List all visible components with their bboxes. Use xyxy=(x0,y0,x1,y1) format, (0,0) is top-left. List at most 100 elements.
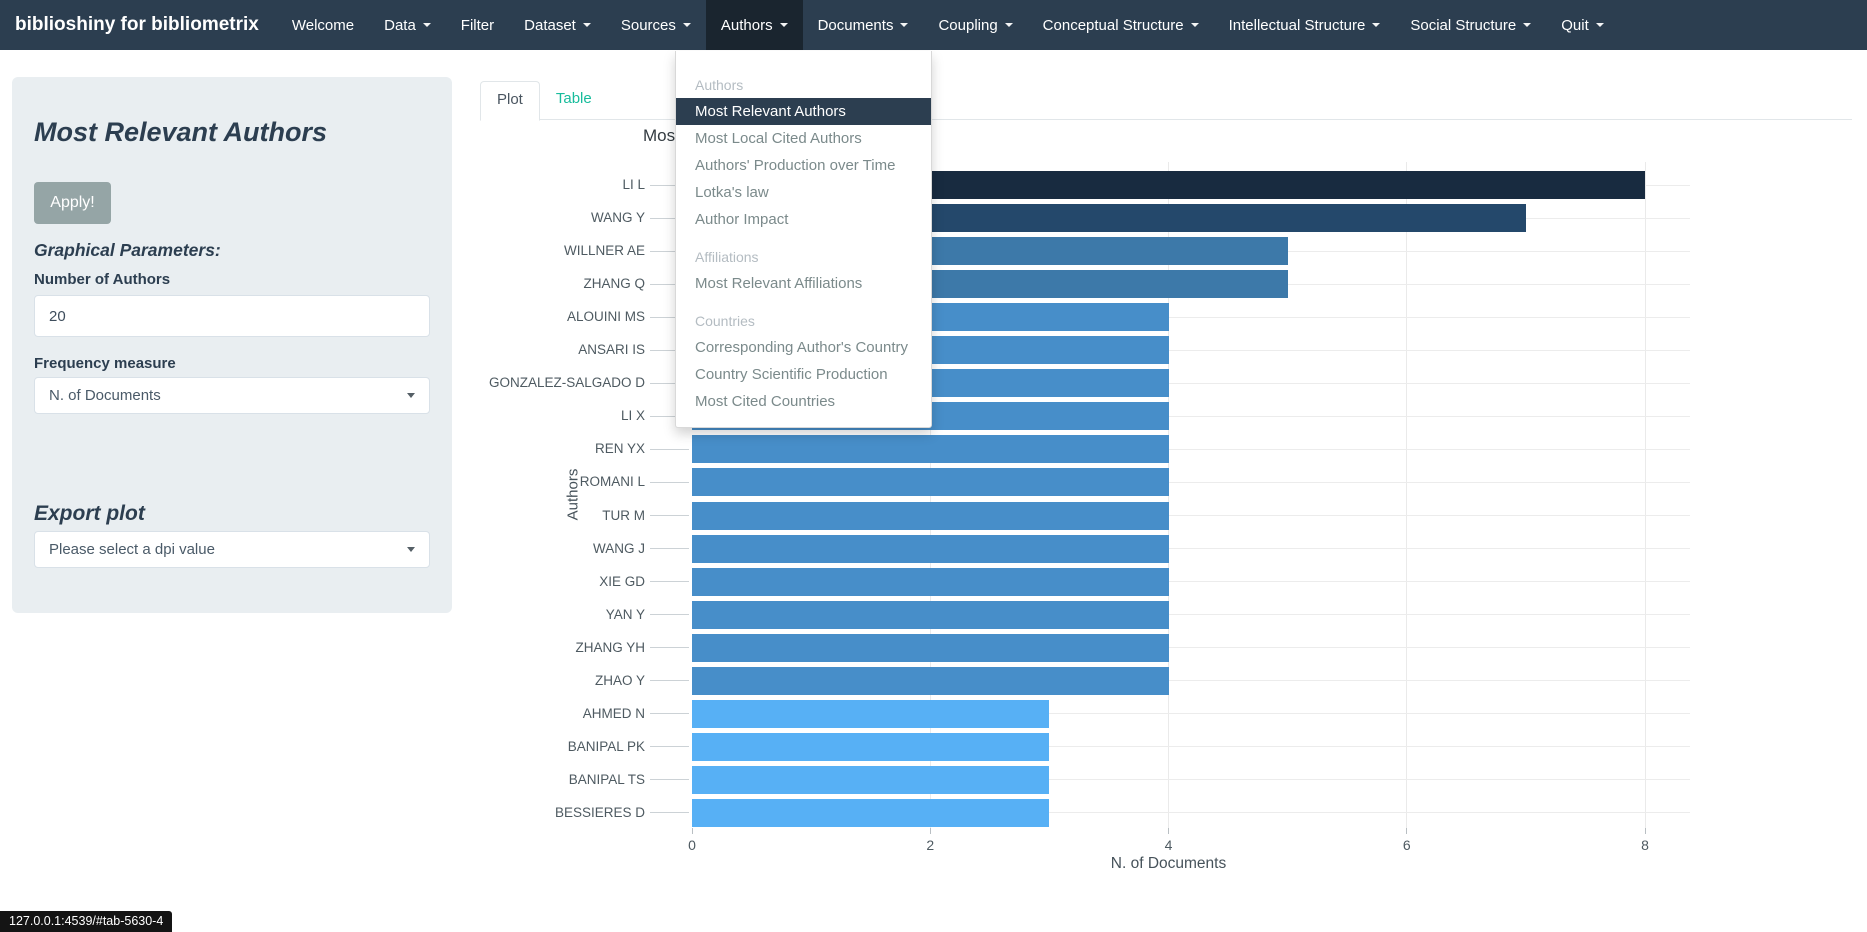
app-brand: biblioshiny for bibliometrix xyxy=(15,14,259,35)
nav-item-intellectual-structure[interactable]: Intellectual Structure xyxy=(1214,0,1396,50)
caret-down-icon xyxy=(779,23,788,27)
category-label: XIE GD xyxy=(599,573,645,589)
nav-item-authors[interactable]: Authors xyxy=(705,0,803,50)
nav-item-quit[interactable]: Quit xyxy=(1546,0,1619,50)
category-label: BANIPAL PK xyxy=(567,738,645,754)
nav-item-dataset[interactable]: Dataset xyxy=(509,0,606,50)
gridline-horizontal xyxy=(692,581,1690,583)
chevron-down-icon xyxy=(407,547,415,552)
tab-bar: Plot Table xyxy=(480,81,1852,121)
nav-item-label: Coupling xyxy=(938,16,998,34)
navbar: biblioshiny for bibliometrix Welcome Data… xyxy=(0,0,1867,50)
caret-down-icon xyxy=(1004,23,1013,27)
y-tick-line xyxy=(650,680,689,682)
dropdown-header-authors: Authors xyxy=(695,77,744,93)
frequency-measure-select[interactable]: N. of Documents xyxy=(34,377,430,414)
dropdown-item-corresponding-author-s-country[interactable]: Corresponding Author's Country xyxy=(695,339,908,356)
caret-down-icon xyxy=(1190,23,1199,27)
frequency-measure-label: Frequency measure xyxy=(34,355,176,372)
caret-down-icon xyxy=(1523,23,1532,27)
gridline-horizontal xyxy=(692,448,1690,450)
page-title: Most Relevant Authors xyxy=(34,117,328,147)
nav-item-label: Welcome xyxy=(291,16,355,34)
gridline-vertical xyxy=(1644,162,1646,828)
y-tick-line xyxy=(650,614,689,616)
category-label: WANG Y xyxy=(590,210,645,226)
dpi-select[interactable]: Please select a dpi value xyxy=(34,531,430,568)
dropdown-item-most-relevant-authors[interactable]: Most Relevant Authors xyxy=(676,98,931,125)
dropdown-item-country-scientific-production[interactable]: Country Scientific Production xyxy=(695,366,888,383)
gridline-vertical xyxy=(1168,162,1169,828)
graphical-parameters-heading: Graphical Parameters: xyxy=(34,240,221,260)
y-tick-line xyxy=(650,548,689,550)
gridline-horizontal xyxy=(692,481,1690,483)
category-label: GONZALEZ-SALGADO D xyxy=(488,375,645,391)
caret-down-icon xyxy=(1595,23,1604,27)
gridline-horizontal xyxy=(692,779,1690,781)
nav-item-social-structure[interactable]: Social Structure xyxy=(1395,0,1546,50)
nav-item-documents[interactable]: Documents xyxy=(803,0,924,50)
x-tick-mark xyxy=(691,828,693,834)
category-label: AHMED N xyxy=(582,705,645,721)
bar xyxy=(692,798,1050,827)
bar xyxy=(692,666,1169,695)
gridline-horizontal xyxy=(692,349,1690,351)
dropdown-item-most-local-cited-authors[interactable]: Most Local Cited Authors xyxy=(695,130,862,147)
nav-item-label: Data xyxy=(384,16,416,34)
y-tick-line xyxy=(650,746,689,748)
gridline-horizontal xyxy=(692,713,1690,715)
y-tick-line xyxy=(650,713,689,715)
category-label: ALOUINI MS xyxy=(566,309,645,325)
y-tick-line xyxy=(650,581,689,583)
tab-plot[interactable]: Plot xyxy=(480,81,540,121)
nav-item-label: Intellectual Structure xyxy=(1228,16,1366,34)
x-tick-mark xyxy=(1406,828,1408,834)
bar xyxy=(692,435,1169,464)
nav-item-label: Sources xyxy=(620,16,676,34)
dropdown-item-lotka-s-law[interactable]: Lotka's law xyxy=(695,184,769,201)
number-of-authors-input[interactable] xyxy=(34,295,430,337)
category-label: YAN Y xyxy=(605,606,645,622)
x-tick-mark xyxy=(1168,828,1169,834)
x-tick-label: 4 xyxy=(1164,837,1173,853)
dropdown-header-countries: Countries xyxy=(695,313,755,329)
chevron-down-icon xyxy=(407,393,415,398)
gridline-horizontal xyxy=(692,680,1690,682)
nav-item-filter[interactable]: Filter xyxy=(446,0,509,50)
caret-down-icon xyxy=(682,23,691,27)
gridline-horizontal xyxy=(692,382,1690,384)
nav-item-label: Filter xyxy=(460,16,495,34)
y-tick-line xyxy=(650,481,689,483)
gridline-horizontal xyxy=(692,614,1690,616)
y-tick-line xyxy=(650,448,689,450)
frequency-measure-value: N. of Documents xyxy=(49,387,161,404)
apply-button[interactable]: Apply! xyxy=(34,182,111,224)
gridline-vertical xyxy=(1406,162,1408,828)
nav-item-welcome[interactable]: Welcome xyxy=(277,0,369,50)
category-label: BANIPAL TS xyxy=(568,771,645,787)
dropdown-item-most-cited-countries[interactable]: Most Cited Countries xyxy=(695,393,836,410)
caret-down-icon xyxy=(582,23,591,27)
tab-table[interactable]: Table xyxy=(555,90,592,107)
x-tick-mark xyxy=(1644,828,1646,834)
category-label: TUR M xyxy=(602,507,645,523)
nav-item-label: Social Structure xyxy=(1410,16,1517,34)
nav-item-sources[interactable]: Sources xyxy=(606,0,706,50)
dropdown-item-authors-production-over-time[interactable]: Authors' Production over Time xyxy=(695,157,896,174)
caret-down-icon xyxy=(900,23,909,27)
bar xyxy=(692,534,1169,563)
category-label: WILLNER AE xyxy=(563,243,645,259)
category-label: ROMANI L xyxy=(579,474,645,490)
y-tick-line xyxy=(650,349,689,351)
dropdown-item-author-impact[interactable]: Author Impact xyxy=(695,211,789,228)
bar xyxy=(692,633,1169,662)
y-tick-line xyxy=(650,250,689,252)
gridline-horizontal xyxy=(692,316,1690,318)
nav-item-label: Conceptual Structure xyxy=(1042,16,1184,34)
dropdown-item-most-relevant-affiliations[interactable]: Most Relevant Affiliations xyxy=(695,275,863,292)
nav-item-coupling[interactable]: Coupling xyxy=(923,0,1027,50)
x-tick-label: 8 xyxy=(1641,837,1649,853)
y-tick-line xyxy=(650,812,689,814)
nav-item-conceptual-structure[interactable]: Conceptual Structure xyxy=(1028,0,1214,50)
nav-item-data[interactable]: Data xyxy=(369,0,446,50)
